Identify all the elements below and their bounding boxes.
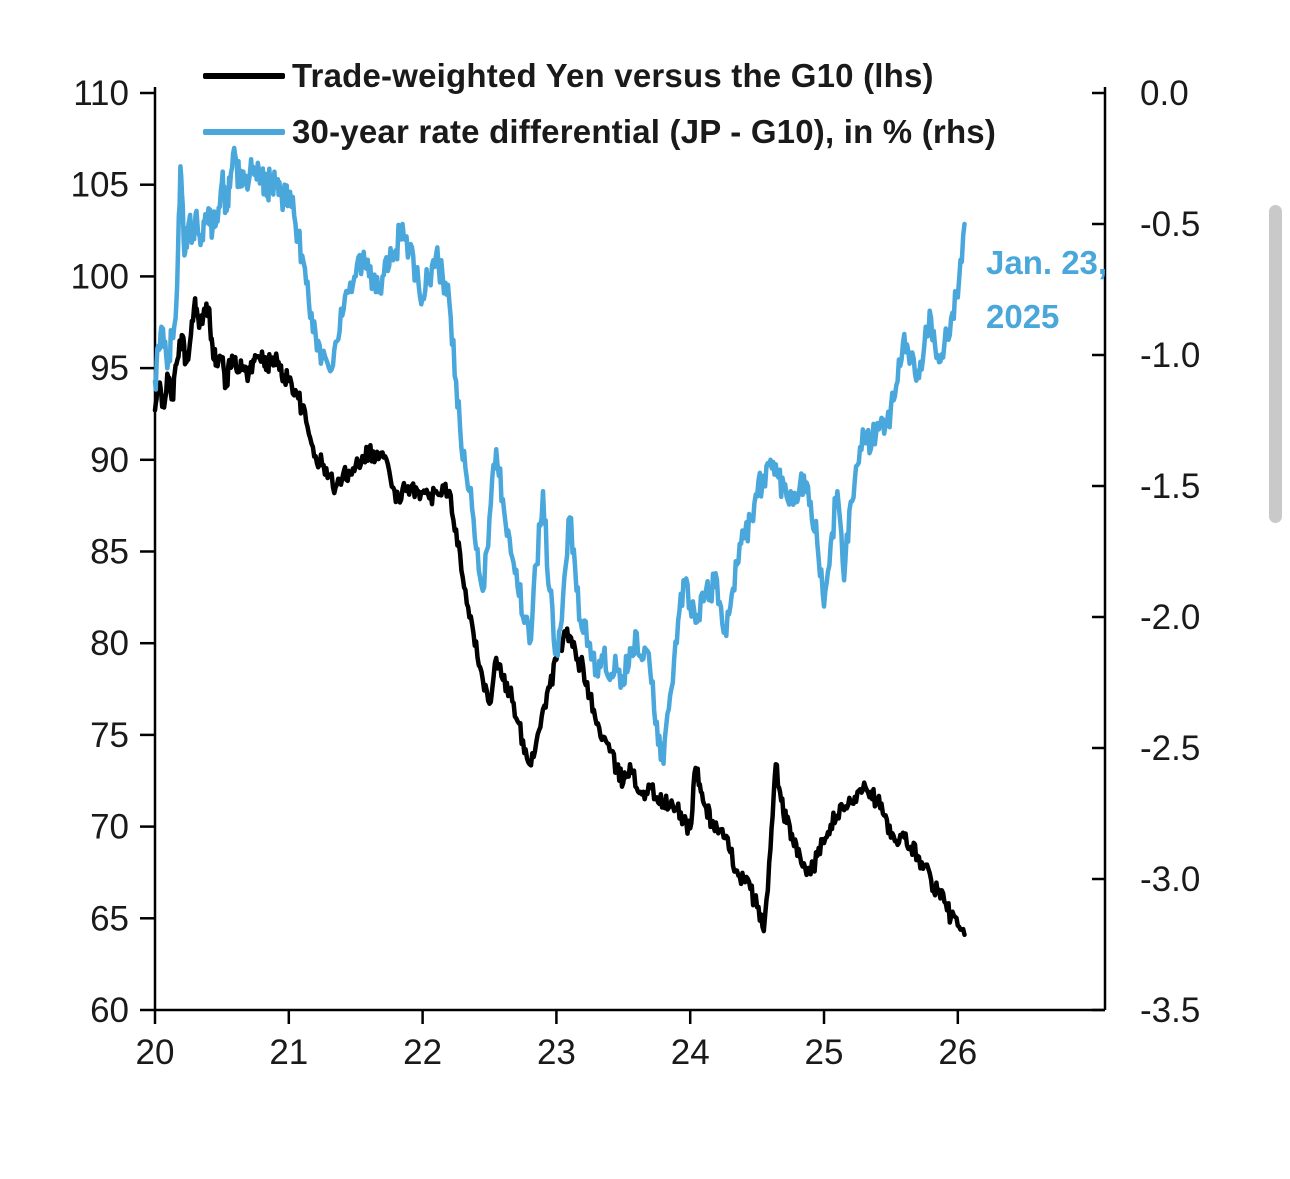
legend-swatch-rate-differential [203,129,285,135]
right-axis-tick-label: -1.5 [1140,467,1200,506]
left-axis-tick-label: 90 [90,441,129,480]
legend-swatch-yen [203,73,285,79]
legend-item-yen: Trade-weighted Yen versus the G10 (lhs) [203,52,996,100]
x-axis-tick-label: 20 [136,1033,175,1072]
x-axis-tick-label: 24 [671,1033,710,1072]
annotation-line2: 2025 [986,298,1060,335]
left-axis-tick-label: 85 [90,533,129,572]
x-axis-tick-label: 23 [537,1033,576,1072]
right-axis-tick-label: -1.0 [1140,336,1200,375]
right-axis-tick-label: -0.5 [1140,205,1200,244]
legend-label-yen: Trade-weighted Yen versus the G10 (lhs) [292,57,934,94]
annotation-line1: Jan. 23, [986,244,1108,281]
annotation-label: Jan. 23, 2025 [986,236,1107,344]
legend-label-rate-differential: 30-year rate differential (JP - G10), in… [292,113,997,150]
right-axis-tick-label: -2.5 [1140,729,1200,768]
right-axis-tick-label: -2.0 [1140,598,1200,637]
left-axis-tick-label: 75 [90,716,129,755]
chart-legend: Trade-weighted Yen versus the G10 (lhs) … [203,52,996,156]
x-axis-tick-label: 21 [269,1033,308,1072]
series-line-rate-differential [152,145,967,766]
series-line-yen [152,296,967,938]
x-axis-tick-label: 22 [403,1033,442,1072]
left-axis-tick-label: 60 [90,991,129,1030]
right-axis-tick-label: -3.5 [1140,991,1200,1030]
left-axis-tick-label: 105 [71,166,129,205]
left-axis-tick-label: 95 [90,349,129,388]
scrollbar-thumb[interactable] [1269,205,1282,523]
right-axis-tick-label: 0.0 [1140,74,1189,113]
left-axis-tick-label: 80 [90,624,129,663]
x-axis-tick-label: 26 [938,1033,977,1072]
legend-item-rate-differential: 30-year rate differential (JP - G10), in… [203,108,996,156]
left-axis-tick-label: 70 [90,808,129,847]
left-axis-tick-label: 110 [73,74,129,113]
x-axis-tick-label: 25 [805,1033,844,1072]
left-axis-tick-label: 65 [90,899,129,938]
left-axis-tick-label: 100 [71,257,129,296]
right-axis-tick-label: -3.0 [1140,860,1200,899]
